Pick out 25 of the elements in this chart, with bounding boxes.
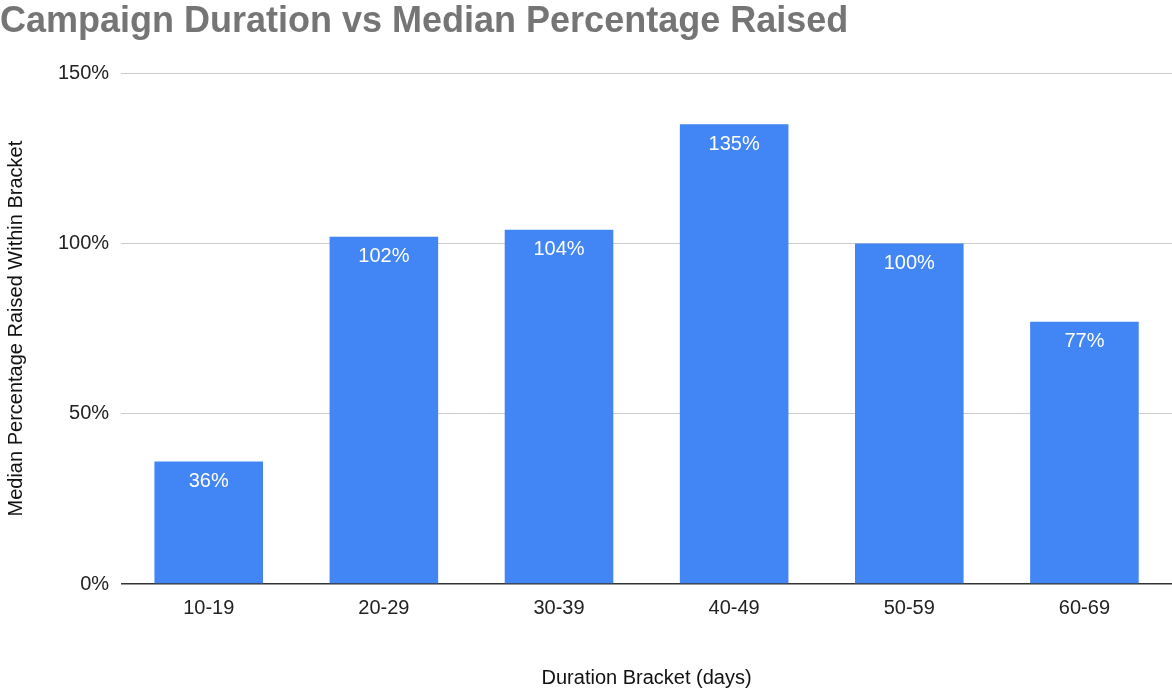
data-label: 36%: [188, 468, 229, 491]
chart-title: Campaign Duration vs Median Percentage Raised: [0, 0, 849, 40]
data-label: 135%: [708, 131, 760, 154]
bar: [504, 229, 614, 584]
data-label: 104%: [533, 237, 585, 260]
x-tick-label: 10-19: [183, 595, 235, 618]
x-tick-label: 50-59: [883, 595, 935, 618]
data-label: 100%: [883, 250, 936, 273]
y-axis-title: Median Percentage Raised Within Bracket: [3, 140, 26, 517]
x-tick-label: 60-69: [1058, 595, 1111, 618]
y-tick-label: 150%: [58, 60, 110, 83]
x-tick-label: 20-29: [358, 595, 410, 618]
x-axis-title: Duration Bracket (days): [541, 665, 752, 688]
y-tick-label: 50%: [69, 401, 110, 424]
bar: [154, 461, 264, 584]
x-tick-label: 30-39: [533, 595, 585, 618]
bar: [1030, 321, 1139, 584]
bar: [329, 236, 439, 584]
x-tick-label: 40-49: [708, 595, 760, 618]
data-label: 77%: [1064, 329, 1105, 352]
bar: [854, 243, 964, 584]
data-label: 102%: [358, 244, 410, 267]
y-tick-label: 100%: [58, 230, 110, 253]
y-tick-label: 0%: [80, 571, 110, 594]
bar: [679, 124, 789, 584]
